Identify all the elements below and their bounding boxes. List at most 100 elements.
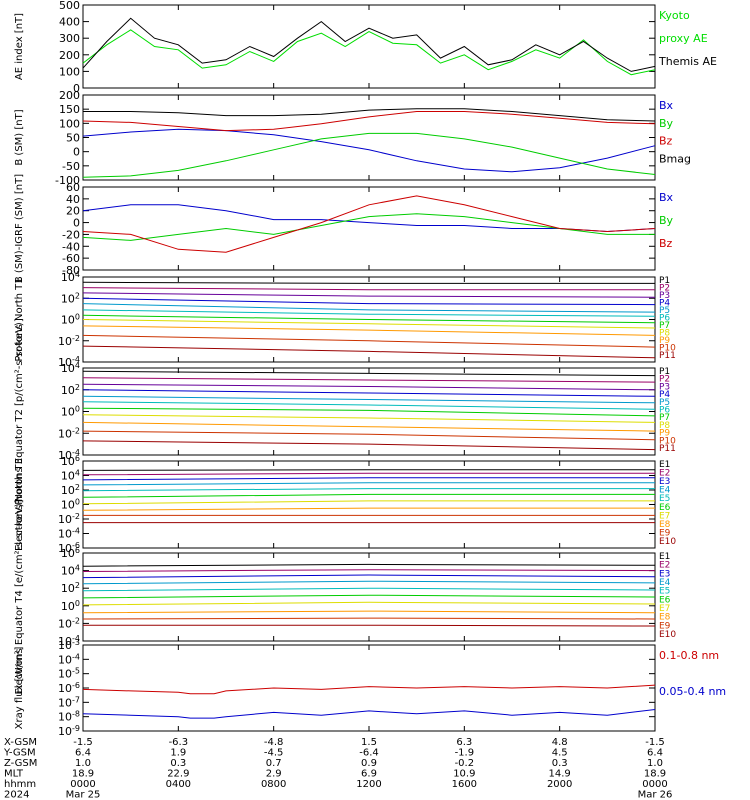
pnt-ytick-label: 10-4 (58, 355, 80, 369)
axis-row-value: 14.9 (549, 769, 571, 780)
xray-ytick-label: 10-7 (58, 695, 80, 709)
xray-frame (82, 644, 656, 732)
xray-ytick-label: 10-8 (58, 710, 80, 724)
axis-row-value: 6.3 (456, 737, 472, 748)
series-line-pnt-P6 (82, 309, 656, 317)
series-line-eet-E8 (82, 610, 656, 614)
bsm-ytick-label: 50 (66, 132, 80, 145)
series-line-bigrf-By (82, 213, 655, 241)
pet-ylabel: Protons Equator T2 [p/(cm²-s-sr-keV)] (14, 318, 25, 505)
axis-row-value: Mar 26 (638, 790, 673, 800)
axis-row-value: Mar 25 (66, 790, 101, 800)
axis-row-value: 1200 (356, 779, 381, 790)
bigrf-ytick-label: -40 (62, 240, 80, 253)
eet-legend-label: E4 (659, 578, 671, 588)
bigrf-frame (82, 186, 656, 271)
axis-row-value: 18.9 (644, 769, 666, 780)
pnt-legend-label: P5 (659, 306, 670, 316)
ae-ytick-label: 0 (73, 82, 80, 95)
ent-legend-label: E6 (659, 503, 671, 513)
eet-legend-label: E1 (659, 552, 670, 562)
series-line-xray-0-1-0-8-nm (82, 684, 656, 695)
pnt-legend-label: P1 (659, 276, 670, 286)
axis-row-value: 0.3 (552, 758, 568, 769)
axis-row-value: 2.9 (266, 769, 282, 780)
eet-ytick-label: 10-4 (58, 634, 80, 648)
ent-ytick-label: 10-2 (58, 512, 80, 526)
xray-ytick-label: 10-5 (58, 667, 80, 681)
xray-legend-label: 0.05-0.4 nm (659, 685, 726, 698)
axis-row-name: Y-GSM (3, 748, 36, 759)
pet-legend-label: P3 (659, 382, 670, 392)
series-line-eet-E3 (82, 574, 656, 579)
pnt-legend-label: P10 (659, 344, 676, 354)
axis-row-value: 4.8 (552, 737, 568, 748)
pet-ytick-label: 100 (61, 405, 80, 419)
ent-legend-label: E2 (659, 469, 670, 479)
axis-row-value: 0000 (70, 779, 95, 790)
pnt-legend-label: P9 (659, 336, 670, 346)
ent-ytick-label: 10-6 (58, 541, 80, 555)
axis-row-value: 18.9 (72, 769, 94, 780)
series-line-pnt-P5 (82, 303, 656, 313)
axis-row-value: 1.9 (170, 748, 186, 759)
bigrf-ytick-label: -60 (62, 252, 80, 265)
series-line-pet-P1 (82, 370, 656, 377)
series-line-bsm-By (82, 132, 656, 178)
series-line-eet-E7 (82, 601, 656, 606)
axis-row-value: -0.2 (455, 758, 475, 769)
bsm-ytick-label: -50 (62, 160, 80, 173)
ae-legend-label: proxy AE (659, 32, 708, 45)
series-line-pnt-P1 (82, 281, 655, 284)
axis-row-value: 1.0 (647, 758, 663, 769)
ent-ytick-label: 106 (61, 454, 80, 468)
xray-ytick-label: 10-3 (58, 638, 80, 652)
pnt-ytick-label: 104 (61, 270, 80, 284)
axis-row-value: -1.5 (645, 737, 665, 748)
series-line-pet-P2 (82, 377, 656, 383)
ent-legend-label: E7 (659, 511, 670, 521)
pnt-ytick-label: 102 (61, 291, 80, 305)
xray-ylabel: Xray flux [W/m²] (14, 647, 25, 730)
series-line-eet-E10 (83, 624, 656, 627)
axis-row-value: 0400 (166, 779, 191, 790)
axis-row-value: 10.9 (453, 769, 475, 780)
series-line-ent-E5 (82, 488, 655, 492)
xray-ytick-label: 10-6 (58, 681, 80, 695)
pnt-legend-label: P3 (659, 291, 670, 301)
bsm-ytick-label: 200 (59, 89, 80, 102)
series-line-bigrf-Bz (82, 195, 656, 253)
series-line-pnt-P2 (82, 287, 655, 291)
bigrf-ylabel: B (SM)-IGRF (SM) [nT] (14, 174, 25, 283)
series-line-pnt-P4 (82, 297, 656, 306)
axis-row-value: 6.4 (75, 748, 91, 759)
eet-ytick-label: 104 (61, 564, 80, 578)
bigrf-ytick-label: 0 (73, 217, 80, 230)
series-line-pnt-P9 (82, 325, 656, 336)
eet-legend-label: E2 (659, 561, 670, 571)
eet-legend-label: E7 (659, 604, 670, 614)
bsm-ylabel: B (SM) [nT] (14, 109, 25, 165)
pet-legend-label: P1 (659, 367, 670, 377)
series-line-pnt-P10 (82, 334, 656, 348)
pnt-legend-label: P11 (659, 351, 676, 361)
bigrf-ytick-label: -80 (62, 264, 80, 277)
bsm-ytick-label: 150 (59, 103, 80, 116)
bigrf-legend-label: Bz (659, 237, 673, 250)
axis-row-value: 0800 (261, 779, 286, 790)
eet-legend-label: E3 (659, 569, 670, 579)
series-line-bsm-Bmag (83, 108, 656, 122)
eet-ytick-label: 106 (61, 546, 80, 560)
series-line-pet-P4 (82, 389, 656, 397)
series-line-bigrf-Bx (82, 204, 656, 233)
axis-row-value: 1.0 (75, 758, 91, 769)
axis-row-name: 2024 (4, 790, 29, 800)
ent-legend-label: E5 (659, 494, 670, 504)
eet-ytick-label: 10-2 (58, 616, 80, 630)
pnt-ylabel: Protons North T1 (14, 277, 25, 361)
ent-legend-label: E3 (659, 477, 670, 487)
series-line-pet-P11 (82, 440, 656, 451)
series-line-ent-E1 (82, 469, 655, 471)
series-line-ent-E7 (82, 500, 655, 505)
